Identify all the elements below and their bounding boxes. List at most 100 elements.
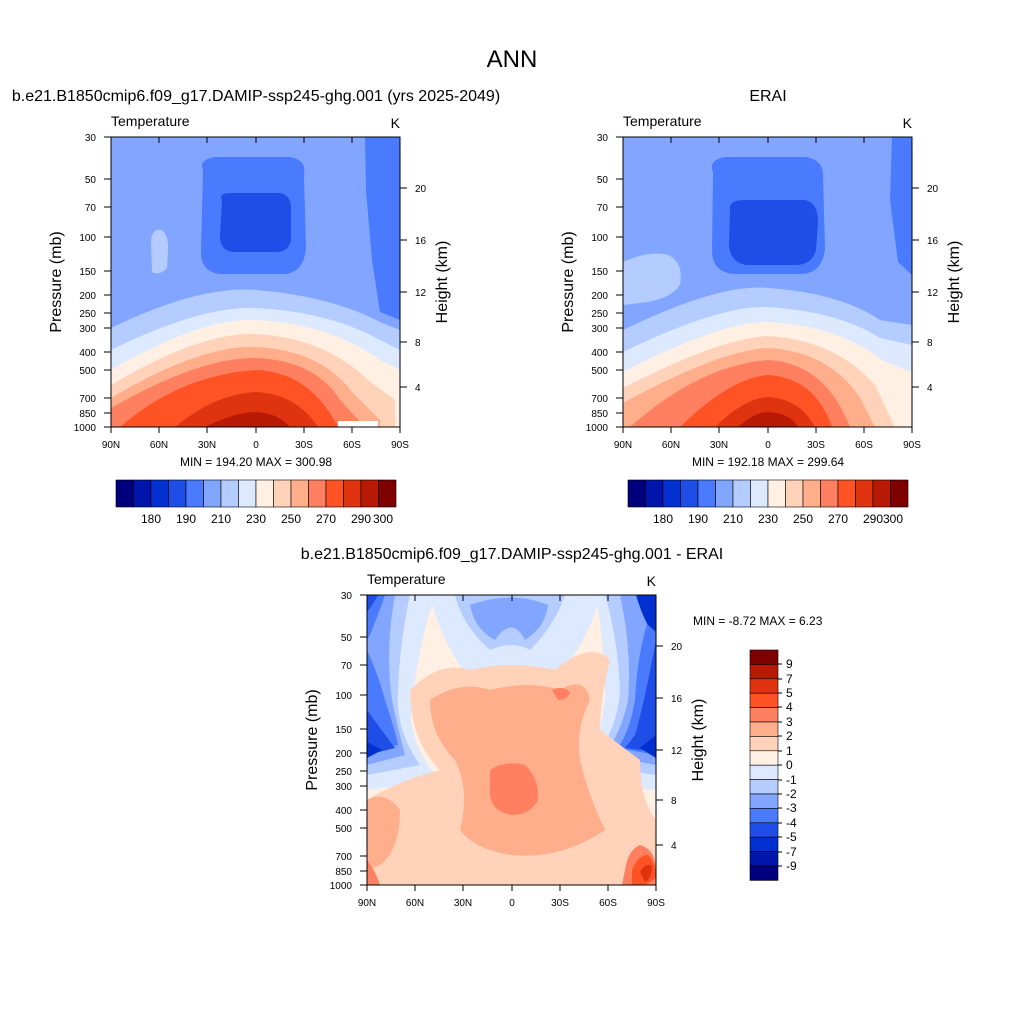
y2-tick-label: 8 bbox=[415, 338, 421, 349]
y-tick-label: 250 bbox=[591, 309, 608, 320]
x-tick-label: 60S bbox=[599, 898, 617, 909]
contour-field bbox=[367, 595, 656, 885]
y-tick-label: 850 bbox=[335, 867, 352, 878]
units-label: K bbox=[903, 115, 913, 131]
x-tick-labels: 90N 60N 30N 0 30S 60S 90S bbox=[102, 440, 409, 451]
x-tick-label: 60S bbox=[343, 440, 361, 451]
y-tick-label: 700 bbox=[79, 394, 96, 405]
x-tick-labels: 90N 60N 30N 0 30S 60S 90S bbox=[358, 898, 665, 909]
y-ticks-left bbox=[104, 136, 111, 428]
colorbar-swatch bbox=[749, 851, 779, 867]
colorbar-swatch bbox=[749, 649, 779, 665]
colorbar-swatch bbox=[715, 479, 734, 508]
y-tick-label: 30 bbox=[341, 591, 353, 602]
colorbar-swatch bbox=[749, 678, 779, 694]
x-tick-label: 0 bbox=[765, 440, 771, 451]
colorbar-label: 210 bbox=[211, 512, 231, 526]
x-tick-label: 30S bbox=[551, 898, 569, 909]
x-tick-label: 60N bbox=[406, 898, 424, 909]
y-tick-label: 70 bbox=[341, 661, 353, 672]
y-tick-label: 200 bbox=[79, 291, 96, 302]
colorbar-swatch bbox=[168, 479, 187, 508]
y-tick-label: 850 bbox=[79, 409, 96, 420]
y-tick-label: 300 bbox=[335, 782, 352, 793]
colorbar-swatch bbox=[767, 479, 786, 508]
y-tick-label: 500 bbox=[591, 366, 608, 377]
colorbar-swatch bbox=[680, 479, 699, 508]
colorbar-swatch bbox=[133, 479, 152, 508]
colorbar-label: 2 bbox=[786, 729, 793, 743]
colorbar-label: 0 bbox=[786, 758, 793, 772]
colorbar-swatch bbox=[203, 479, 222, 508]
y-tick-label: 30 bbox=[85, 133, 97, 144]
x-tick-label: 60N bbox=[662, 440, 680, 451]
colorbar-swatch bbox=[343, 479, 362, 508]
y-tick-label: 100 bbox=[591, 233, 608, 244]
x-tick-label: 0 bbox=[253, 440, 259, 451]
colorbar-label: 3 bbox=[786, 715, 793, 729]
colorbar-swatch bbox=[785, 479, 804, 508]
colorbar-swatch bbox=[749, 779, 779, 795]
y2-ticks bbox=[656, 645, 663, 846]
y2-tick-label: 12 bbox=[927, 288, 939, 299]
y-tick-label: 100 bbox=[79, 233, 96, 244]
y-tick-label: 250 bbox=[335, 767, 352, 778]
colorbar: 180 190 210 230 250 270 290 300 bbox=[115, 479, 397, 526]
x-tick-label: 30N bbox=[198, 440, 216, 451]
x-tick-label: 30S bbox=[295, 440, 313, 451]
colorbar-swatch bbox=[749, 750, 779, 766]
y-tick-label: 30 bbox=[597, 133, 609, 144]
y-tick-label: 300 bbox=[79, 324, 96, 335]
panel-difference: b.e21.B1850cmip6.f09_g17.DAMIP-ssp245-gh… bbox=[301, 546, 823, 909]
x-tick-label: 90N bbox=[614, 440, 632, 451]
colorbar-swatch bbox=[150, 479, 169, 508]
colorbar-label: 210 bbox=[723, 512, 743, 526]
colorbar-swatch bbox=[749, 721, 779, 737]
y-tick-label: 150 bbox=[79, 267, 96, 278]
variable-label: Temperature bbox=[367, 571, 446, 587]
colorbar-swatch bbox=[837, 479, 856, 508]
y-tick-label: 100 bbox=[335, 691, 352, 702]
panel-title: ERAI bbox=[749, 88, 786, 105]
colorbar-swatch bbox=[308, 479, 327, 508]
colorbar-swatch bbox=[273, 479, 292, 508]
colorbar-swatch bbox=[255, 479, 274, 508]
y2-tick-labels: 20 16 12 8 4 bbox=[671, 642, 683, 852]
x-tick-label: 90N bbox=[102, 440, 120, 451]
colorbar-swatches bbox=[749, 649, 779, 881]
y-tick-label: 400 bbox=[591, 348, 608, 359]
colorbar-swatch bbox=[749, 865, 779, 881]
y-tick-label: 400 bbox=[335, 806, 352, 817]
colorbar-label: 270 bbox=[316, 512, 336, 526]
colorbar-swatch bbox=[645, 479, 664, 508]
colorbar-swatch bbox=[662, 479, 681, 508]
colorbar-swatch bbox=[749, 822, 779, 838]
colorbar-label: 270 bbox=[828, 512, 848, 526]
y-ticks-left bbox=[616, 136, 623, 428]
y2-axis-label: Height (km) bbox=[434, 241, 451, 324]
contour-field bbox=[111, 137, 400, 427]
y2-tick-label: 12 bbox=[671, 746, 683, 757]
x-tick-label: 90S bbox=[391, 440, 409, 451]
colorbar-swatch bbox=[749, 836, 779, 852]
colorbar-label: 190 bbox=[176, 512, 196, 526]
x-ticks bbox=[622, 137, 913, 433]
colorbar: 180 190 210 230 250 270 290 300 bbox=[627, 479, 909, 526]
y2-tick-label: 16 bbox=[415, 236, 427, 247]
figure-title: ANN bbox=[487, 46, 538, 73]
colorbar-swatch bbox=[749, 664, 779, 680]
y-tick-labels: 30 50 70 100 150 200 250 300 400 500 700… bbox=[586, 133, 609, 434]
colorbar-swatch bbox=[749, 707, 779, 723]
colorbar-swatch bbox=[855, 479, 874, 508]
contour-field bbox=[623, 137, 912, 427]
colorbar-swatch bbox=[238, 479, 257, 508]
y-tick-label: 1000 bbox=[74, 423, 97, 434]
colorbar-swatch bbox=[627, 479, 646, 508]
x-tick-label: 30S bbox=[807, 440, 825, 451]
colorbar-label: 4 bbox=[786, 700, 793, 714]
x-ticks bbox=[366, 595, 657, 891]
y-axis-label: Pressure (mb) bbox=[48, 231, 65, 332]
colorbar-label: 300 bbox=[883, 512, 903, 526]
y-tick-label: 500 bbox=[79, 366, 96, 377]
colorbar-label: 7 bbox=[786, 672, 793, 686]
